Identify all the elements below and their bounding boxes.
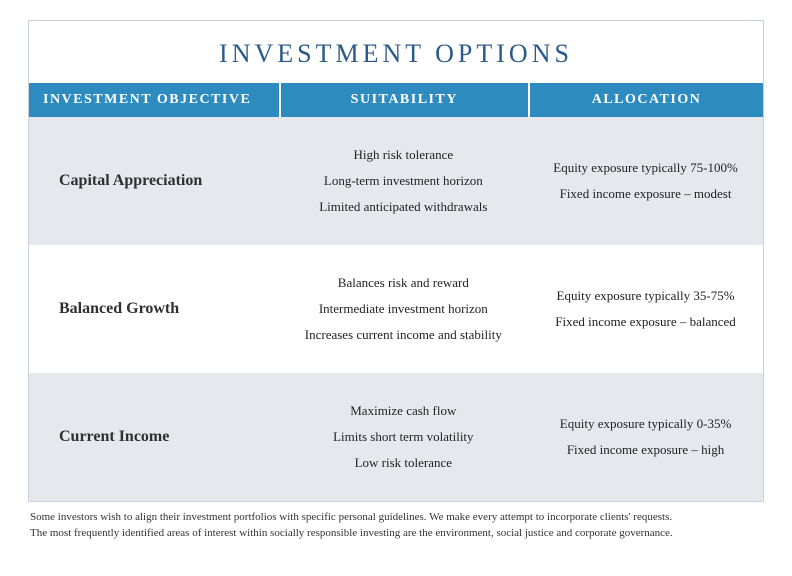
suitability-item: High risk tolerance xyxy=(289,142,519,168)
footnote-line: The most frequently identified areas of … xyxy=(30,526,762,542)
table-row: Balanced GrowthBalances risk and rewardI… xyxy=(29,245,763,373)
allocation-item: Equity exposure typically 75-100% xyxy=(538,155,753,181)
allocation-item: Fixed income exposure – high xyxy=(538,437,753,463)
allocation-cell: Equity exposure typically 0-35%Fixed inc… xyxy=(528,395,763,479)
footnote: Some investors wish to align their inves… xyxy=(28,510,764,542)
table-header-row: INVESTMENT OBJECTIVE SUITABILITY ALLOCAT… xyxy=(29,83,763,117)
objective-cell: Capital Appreciation xyxy=(29,156,279,206)
suitability-item: Increases current income and stability xyxy=(289,322,519,348)
allocation-item: Fixed income exposure – balanced xyxy=(538,309,753,335)
header-suitability: SUITABILITY xyxy=(279,83,529,117)
suitability-item: Balances risk and reward xyxy=(289,270,519,296)
suitability-item: Intermediate investment horizon xyxy=(289,296,519,322)
allocation-item: Fixed income exposure – modest xyxy=(538,181,753,207)
footnote-line: Some investors wish to align their inves… xyxy=(30,510,762,526)
investment-options-panel: INVESTMENT OPTIONS INVESTMENT OBJECTIVE … xyxy=(28,20,764,502)
suitability-cell: Maximize cash flowLimits short term vola… xyxy=(279,382,529,492)
objective-cell: Current Income xyxy=(29,412,279,462)
page-title: INVESTMENT OPTIONS xyxy=(29,21,763,83)
allocation-cell: Equity exposure typically 75-100%Fixed i… xyxy=(528,139,763,223)
table-row: Capital AppreciationHigh risk toleranceL… xyxy=(29,117,763,245)
suitability-item: Limits short term volatility xyxy=(289,424,519,450)
suitability-item: Low risk tolerance xyxy=(289,450,519,476)
header-allocation: ALLOCATION xyxy=(528,83,763,117)
suitability-cell: Balances risk and rewardIntermediate inv… xyxy=(279,254,529,364)
objective-cell: Balanced Growth xyxy=(29,284,279,334)
header-objective: INVESTMENT OBJECTIVE xyxy=(29,83,279,117)
suitability-item: Long-term investment horizon xyxy=(289,168,519,194)
suitability-item: Limited anticipated withdrawals xyxy=(289,194,519,220)
table-body: Capital AppreciationHigh risk toleranceL… xyxy=(29,117,763,501)
allocation-item: Equity exposure typically 35-75% xyxy=(538,283,753,309)
table-row: Current IncomeMaximize cash flowLimits s… xyxy=(29,373,763,501)
allocation-cell: Equity exposure typically 35-75%Fixed in… xyxy=(528,267,763,351)
allocation-item: Equity exposure typically 0-35% xyxy=(538,411,753,437)
suitability-cell: High risk toleranceLong-term investment … xyxy=(279,126,529,236)
suitability-item: Maximize cash flow xyxy=(289,398,519,424)
